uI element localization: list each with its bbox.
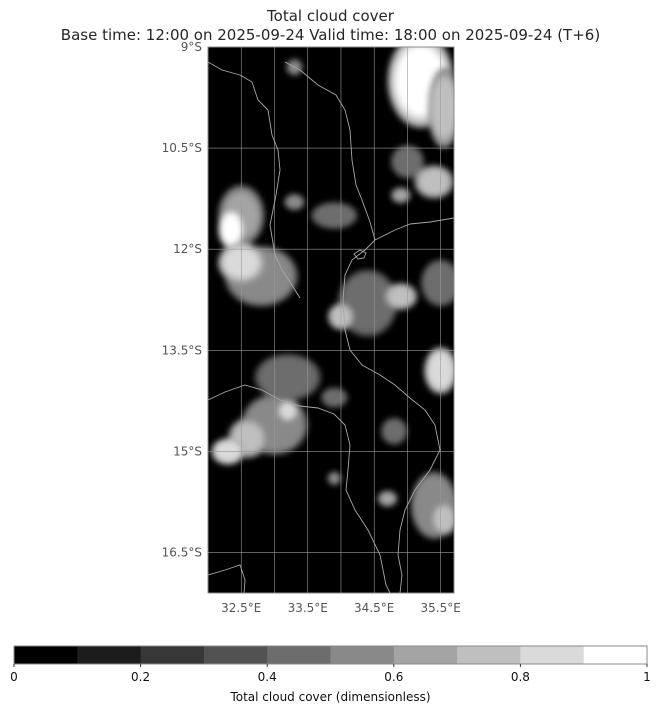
lon-tick-label: 32.5°E	[221, 601, 261, 615]
cloud-patch	[221, 214, 242, 244]
latitude-tick-labels: 9°S 10.5°S 12°S 13.5°S 15°S 16.5°S	[162, 40, 202, 560]
colorbar-cells	[14, 646, 648, 664]
lat-tick-label: 16.5°S	[162, 546, 202, 560]
map-frame	[207, 46, 455, 594]
cloud-field	[211, 47, 454, 540]
cloud-patch	[393, 189, 409, 202]
coastlines	[208, 61, 454, 593]
gridlines	[208, 47, 454, 593]
colorbar-cell	[77, 646, 142, 664]
cloud-patch	[434, 506, 454, 532]
map-panel	[207, 46, 455, 594]
colorbar-cell	[583, 646, 648, 664]
cloud-patch	[426, 265, 454, 301]
border-line-west	[239, 74, 301, 299]
lat-tick-label: 9°S	[181, 40, 202, 54]
colorbar-tick-label: 0.8	[511, 670, 530, 684]
colorbar-cell	[457, 646, 521, 664]
island-outline	[353, 249, 367, 260]
lake-shore-west	[342, 239, 441, 451]
border-line-southeast	[397, 449, 441, 593]
longitude-tick-labels: 32.5°E 33.5°E 34.5°E 35.5°E	[221, 601, 461, 615]
colorbar-label: Total cloud cover (dimensionless)	[229, 690, 430, 704]
colorbar-cell	[203, 646, 268, 664]
border-line-north	[284, 61, 376, 241]
border-line-northwest	[208, 61, 241, 76]
plot-subtitle: Base time: 12:00 on 2025-09-24 Valid tim…	[60, 26, 601, 44]
colorbar-frame	[13, 645, 648, 665]
lake-shore-east	[374, 217, 454, 241]
cloud-patch	[345, 278, 390, 328]
colorbar-tick-label: 0.2	[131, 670, 150, 684]
plot-title: Total cloud cover	[267, 7, 394, 25]
colorbar-cell	[267, 646, 331, 664]
cloud-patch	[287, 196, 302, 208]
lon-tick-label: 35.5°E	[421, 601, 461, 615]
cloud-patch	[329, 473, 340, 484]
lon-tick-label: 34.5°E	[354, 601, 394, 615]
colorbar-tick-labels: 0 0.2 0.4 0.6 0.8 1	[10, 664, 651, 684]
colorbar-tick-label: 0	[10, 670, 18, 684]
cloud-patch	[263, 359, 313, 395]
colorbar-cell	[520, 646, 585, 664]
border-line-southwest	[208, 564, 246, 593]
border-line-south	[208, 384, 391, 593]
cloud-patch	[317, 205, 352, 226]
colorbar-cell	[14, 646, 78, 664]
colorbar-tick-label: 0.4	[258, 670, 277, 684]
lat-tick-label: 10.5°S	[162, 141, 202, 155]
colorbar-cell	[393, 646, 458, 664]
cloud-patch	[419, 169, 449, 195]
cloud-patch	[380, 492, 395, 505]
colorbar-tick-label: 1	[643, 670, 651, 684]
cloud-patch	[324, 390, 345, 405]
colorbar: 0 0.2 0.4 0.6 0.8 1 Total cloud cover (dimens…	[10, 645, 651, 704]
lat-tick-label: 12°S	[173, 242, 202, 256]
colorbar-tick-label: 0.6	[384, 670, 403, 684]
cloud-patch	[384, 421, 404, 442]
cloud-patch	[280, 403, 296, 419]
lat-tick-label: 15°S	[173, 444, 202, 458]
lat-tick-label: 13.5°S	[162, 343, 202, 357]
colorbar-cell	[330, 646, 395, 664]
cloud-patch	[431, 78, 454, 138]
colorbar-cell	[140, 646, 205, 664]
lon-tick-label: 33.5°E	[288, 601, 328, 615]
cloud-patch	[388, 286, 414, 307]
